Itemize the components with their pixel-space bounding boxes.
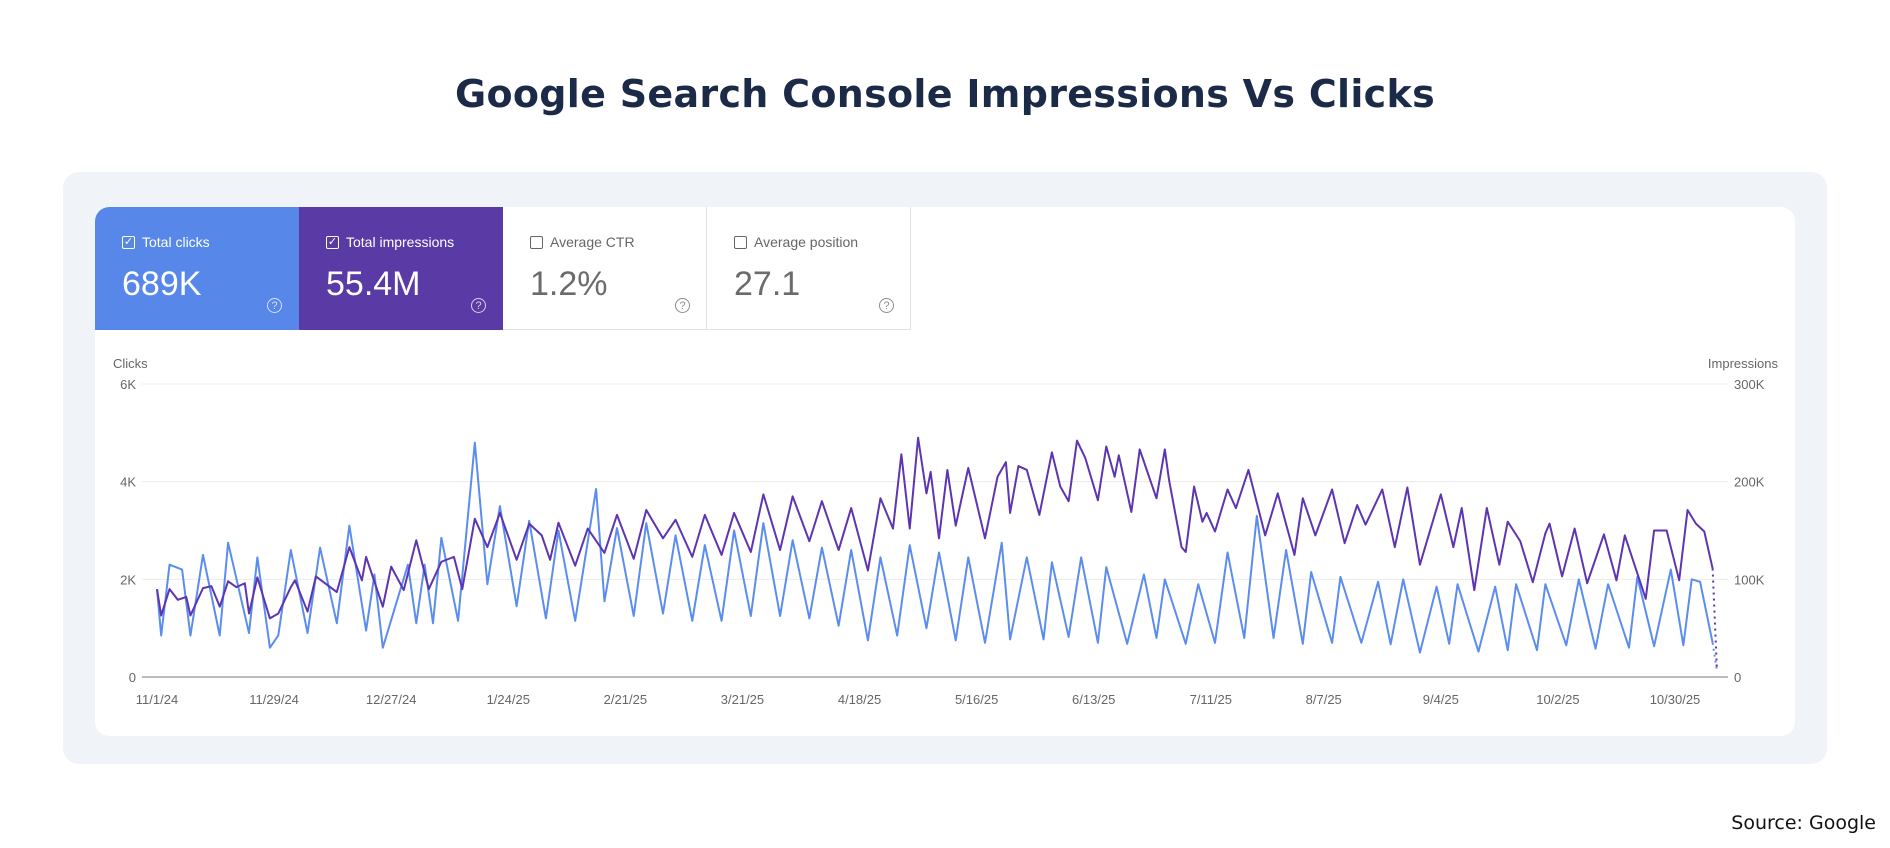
x-tick-label: 8/7/25 <box>1306 692 1342 707</box>
metric-value: 689K <box>122 265 202 303</box>
outer-panel: ✓ Total clicks 689K ? ✓ Total impressions … <box>63 172 1827 764</box>
metric-tile-average-position[interactable]: Average position 27.1 ? <box>707 207 911 330</box>
x-tick-label: 5/16/25 <box>955 692 998 707</box>
series-partial-segment-impressions <box>1711 568 1718 668</box>
performance-card: ✓ Total clicks 689K ? ✓ Total impressions … <box>95 207 1795 736</box>
y-tick-label-right: 300K <box>1734 377 1765 392</box>
x-tick-label: 9/4/25 <box>1423 692 1459 707</box>
metric-label: Total clicks <box>142 234 210 250</box>
help-icon[interactable]: ? <box>879 298 894 313</box>
metric-value: 1.2% <box>530 265 608 303</box>
x-tick-label: 11/1/24 <box>136 692 178 707</box>
x-tick-label: 6/13/25 <box>1072 692 1115 707</box>
x-tick-label: 3/21/25 <box>721 692 764 707</box>
x-tick-label: 10/30/25 <box>1650 692 1701 707</box>
page-title: Google Search Console Impressions Vs Cli… <box>455 72 1435 116</box>
metric-tile-total-impressions[interactable]: ✓ Total impressions 55.4M ? <box>299 207 503 330</box>
x-tick-label: 1/24/25 <box>487 692 530 707</box>
metric-value: 27.1 <box>734 265 801 303</box>
series-line-clicks <box>156 441 1714 654</box>
series-partial-segment-clicks <box>1711 642 1718 670</box>
help-icon[interactable]: ? <box>471 298 486 313</box>
y-tick-label-right: 0 <box>1734 670 1741 685</box>
metric-tile-total-clicks[interactable]: ✓ Total clicks 689K ? <box>95 207 299 330</box>
metric-label: Average CTR <box>550 234 635 250</box>
source-note: Source: Google <box>1731 812 1876 834</box>
y-axis-title-left: Clicks <box>113 356 148 371</box>
checkbox-unchecked-icon[interactable] <box>734 235 747 249</box>
x-tick-label: 12/27/24 <box>366 692 417 707</box>
x-tick-label: 2/21/25 <box>604 692 647 707</box>
metric-label: Total impressions <box>346 234 455 250</box>
help-icon[interactable]: ? <box>267 298 282 313</box>
metric-value: 55.4M <box>326 265 421 303</box>
help-icon[interactable]: ? <box>675 298 690 313</box>
y-tick-label-left: 0 <box>129 670 136 685</box>
y-tick-label-left: 4K <box>120 475 136 490</box>
y-axis-title-right: Impressions <box>1708 356 1779 371</box>
x-tick-label: 11/29/24 <box>249 692 299 707</box>
series-line-impressions <box>156 436 1714 620</box>
y-tick-label-left: 6K <box>120 377 136 392</box>
metric-label: Average position <box>754 234 859 250</box>
x-tick-label: 10/2/25 <box>1536 692 1579 707</box>
y-tick-label-left: 2K <box>120 572 136 587</box>
y-tick-label-right: 100K <box>1734 572 1765 587</box>
checkbox-checked-icon[interactable]: ✓ <box>122 235 135 249</box>
x-tick-label: 7/11/25 <box>1190 692 1232 707</box>
metric-tile-average-ctr[interactable]: Average CTR 1.2% ? <box>503 207 707 330</box>
y-tick-label-right: 200K <box>1734 475 1765 490</box>
checkbox-checked-icon[interactable]: ✓ <box>326 235 339 249</box>
x-tick-label: 4/18/25 <box>838 692 881 707</box>
checkbox-unchecked-icon[interactable] <box>530 235 543 249</box>
